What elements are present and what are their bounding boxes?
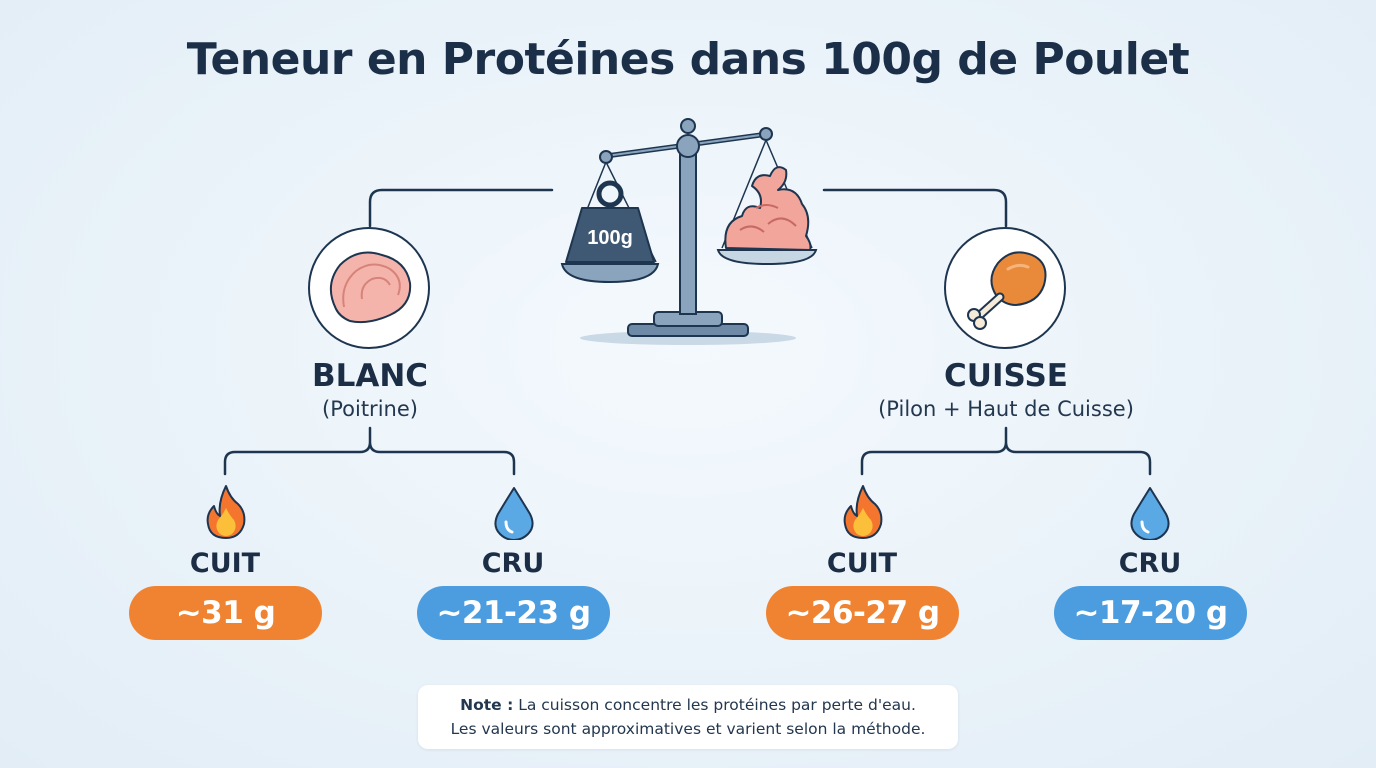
cuisse-cuit-label: CUIT	[826, 548, 898, 579]
page-title: Teneur en Protéines dans 100g de Poulet	[186, 34, 1190, 85]
muscle-icon	[724, 166, 812, 251]
water-drop-icon	[1130, 487, 1170, 540]
blanc-name: BLANC	[311, 358, 429, 394]
drumstick-circle	[944, 227, 1066, 349]
blanc-subtitle: (Poitrine)	[322, 397, 418, 421]
connector-scale-blanc	[368, 188, 554, 228]
cuisse-cru-label: CRU	[1118, 548, 1182, 579]
blanc-cuit-value: ~31 g	[129, 586, 322, 640]
cuisse-subtitle: (Pilon + Haut de Cuisse)	[878, 397, 1134, 421]
note-line-1: Note : La cuisson concentre les protéine…	[418, 693, 958, 717]
weight-label: 100g	[587, 227, 633, 249]
blanc-cru-value: ~21-23 g	[417, 586, 610, 640]
note-line-2: Les valeurs sont approximatives et varie…	[450, 720, 926, 738]
brace-blanc	[223, 426, 516, 476]
cuisse-name: CUISSE	[944, 358, 1068, 394]
weight-icon: 100g	[565, 180, 655, 263]
blanc-cuit-label: CUIT	[189, 548, 261, 579]
scale-icon: 100g	[560, 118, 818, 345]
chicken-breast-circle	[308, 227, 430, 349]
connector-scale-cuisse	[822, 188, 1008, 228]
flame-icon	[843, 485, 883, 539]
brace-cuisse	[860, 426, 1152, 476]
water-drop-icon	[494, 487, 534, 540]
chicken-breast-icon	[329, 251, 412, 324]
note-prefix: Note :	[460, 696, 514, 714]
drumstick-icon	[967, 251, 1047, 330]
cuisse-cru-value: ~17-20 g	[1054, 586, 1247, 640]
flame-icon	[206, 485, 246, 539]
note-text-1: La cuisson concentre les protéines par p…	[518, 696, 916, 714]
blanc-cru-label: CRU	[481, 548, 545, 579]
note-box: Note : La cuisson concentre les protéine…	[418, 685, 958, 749]
cuisse-cuit-value: ~26-27 g	[766, 586, 959, 640]
